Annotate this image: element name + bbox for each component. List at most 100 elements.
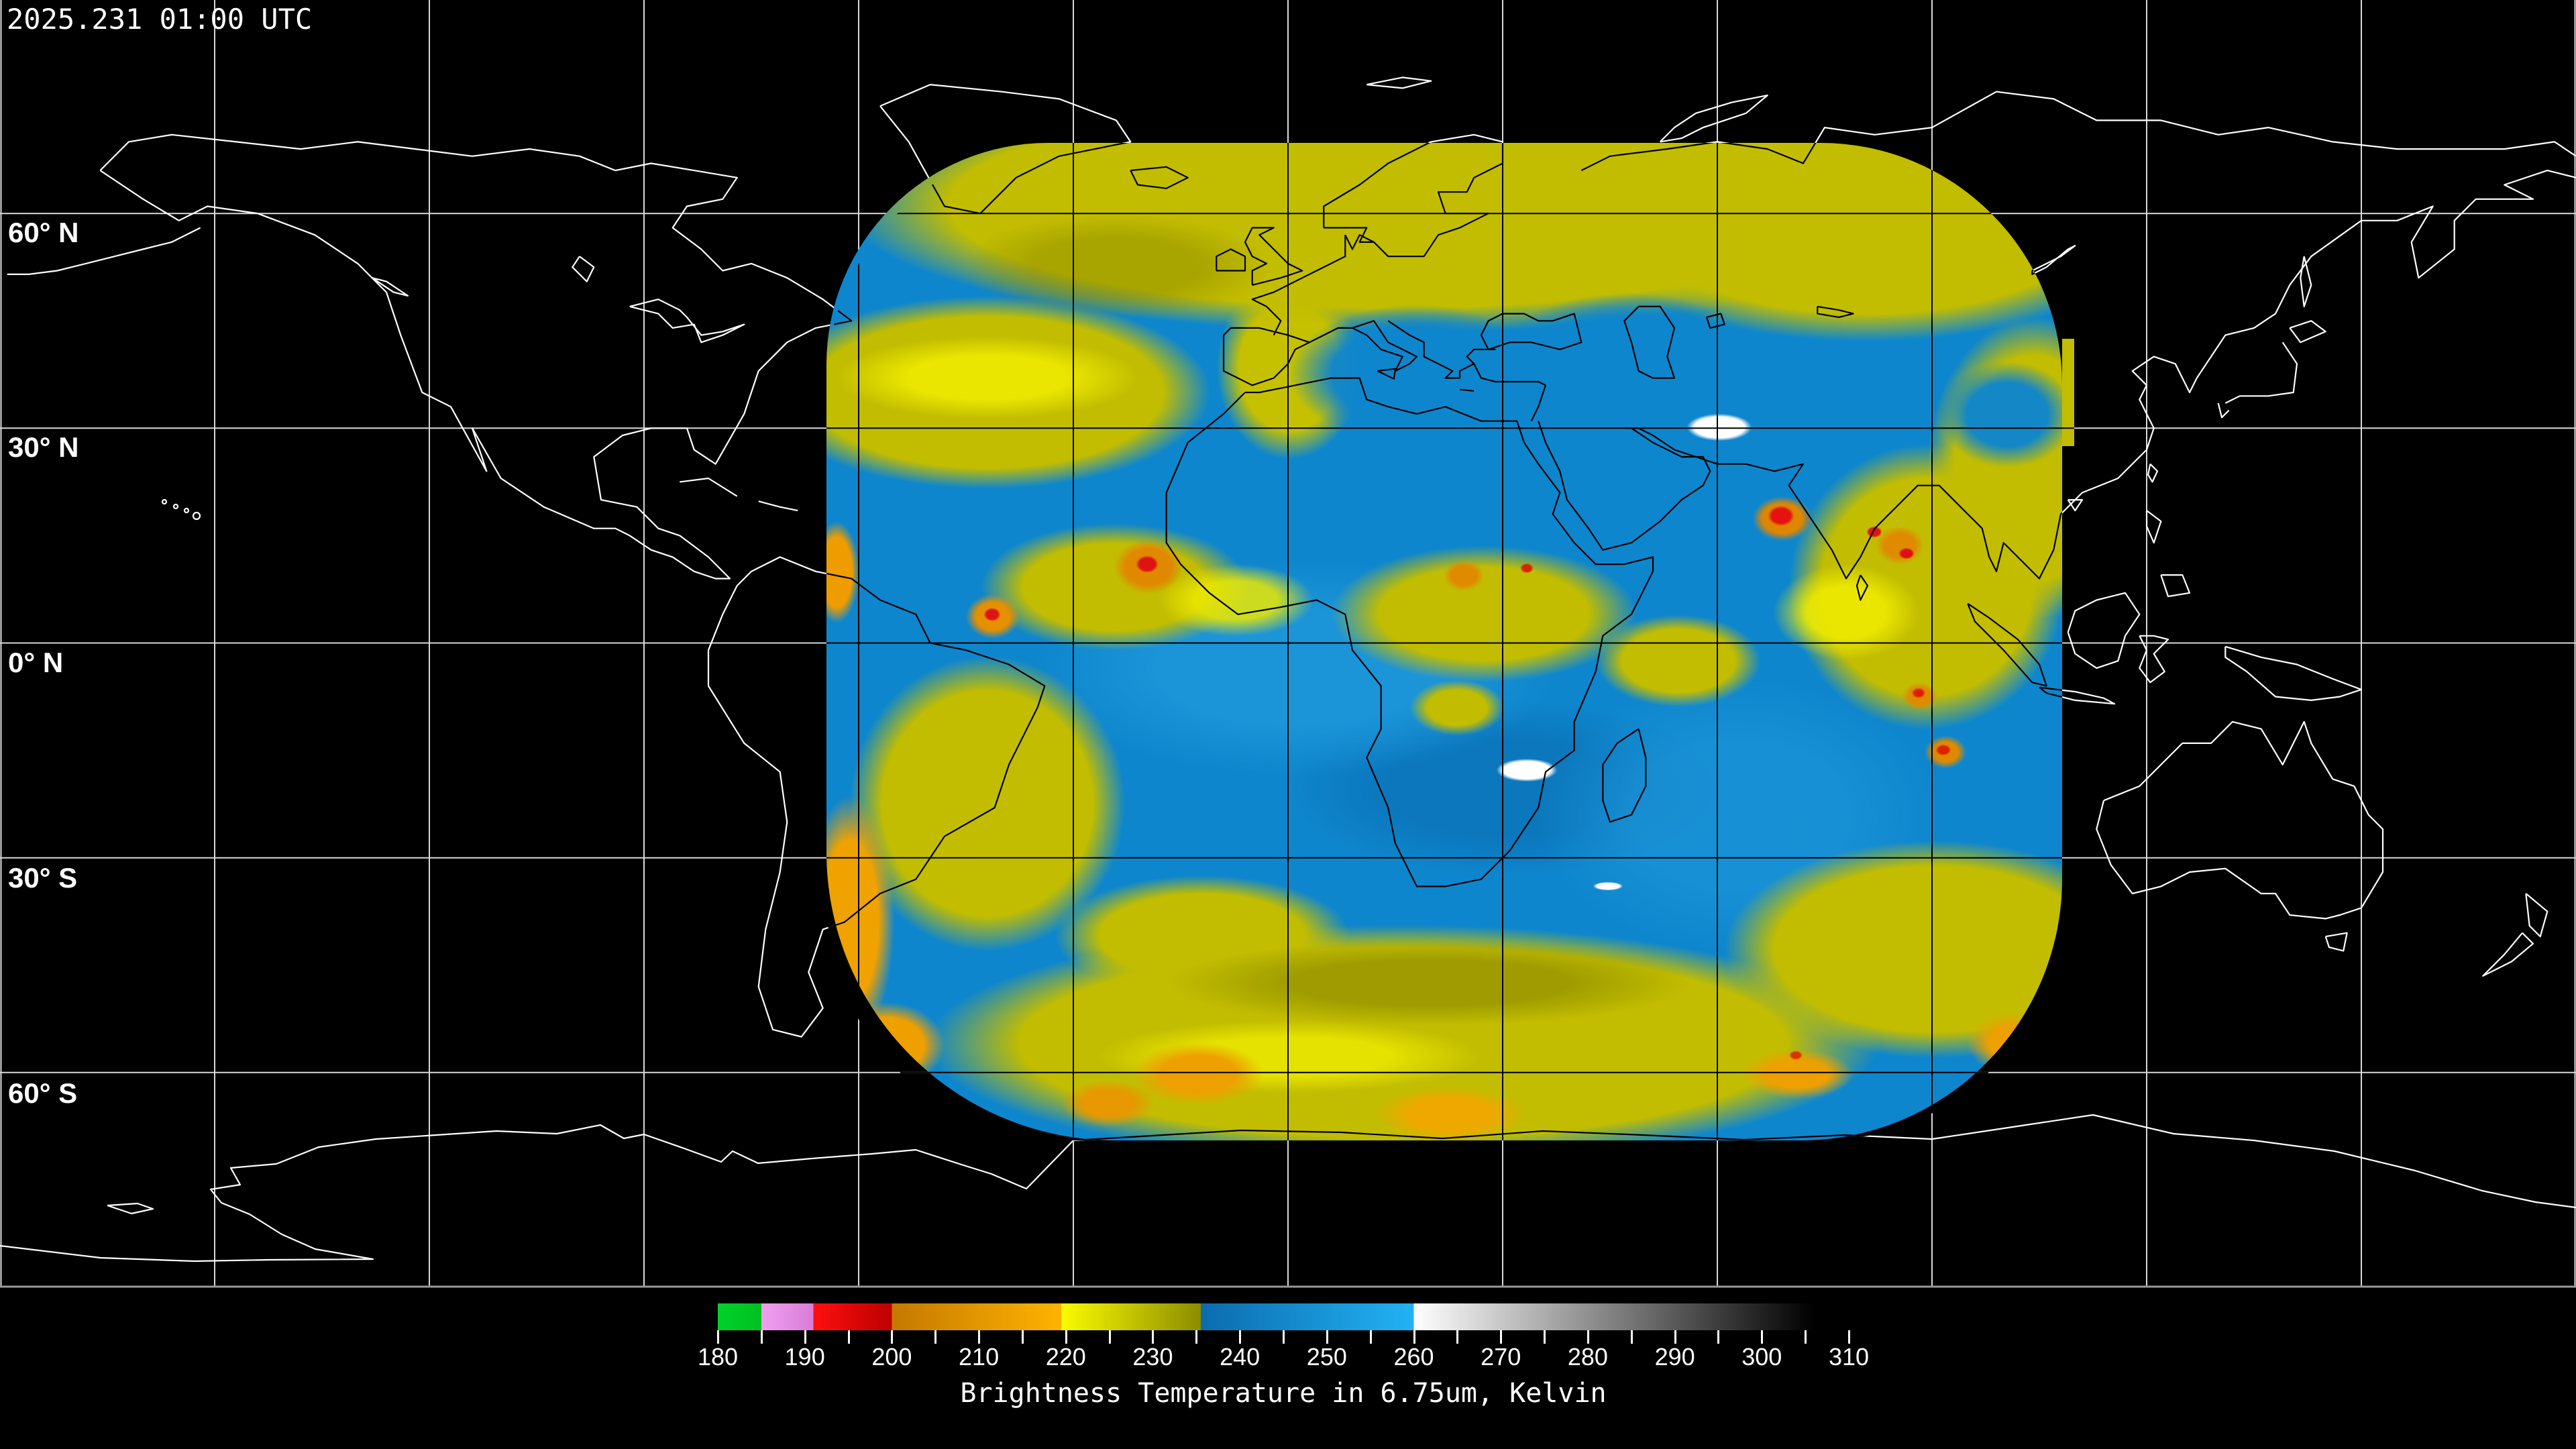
colorbar-tick <box>1283 1330 1285 1344</box>
colorbar-tick <box>1413 1330 1415 1344</box>
colorbar-tick <box>1761 1330 1764 1344</box>
coastline-sulawesi <box>2139 635 2169 684</box>
coastline-tasmania <box>2324 932 2348 952</box>
coastline-cuba <box>680 478 737 496</box>
colorbar-tick-label: 280 <box>1567 1343 1608 1371</box>
coastline-scand <box>1323 143 1504 258</box>
coastline-na <box>99 133 853 580</box>
swath-overlay-lines <box>0 0 2576 1289</box>
latitude-label-60n: 60° N <box>8 217 79 248</box>
coastline-italy <box>1352 320 1418 372</box>
coastline-hisp <box>758 500 798 512</box>
island-hawaii <box>183 507 190 514</box>
coastline-taiwan <box>2147 463 2159 483</box>
colorbar-tick <box>1152 1330 1155 1344</box>
colorbar-tick <box>760 1330 763 1344</box>
coastline-srilanka <box>1856 574 1869 601</box>
coastline-australia <box>2096 720 2384 920</box>
satellite-data-swath <box>826 143 2062 1140</box>
colorbar-tick <box>1848 1330 1850 1344</box>
colorbar-gradient <box>718 1303 1849 1330</box>
coastline-denmark <box>1344 234 1375 250</box>
coastline-eur_w <box>1251 235 1346 336</box>
coastline-honshu <box>2224 341 2298 404</box>
colorbar-tick <box>804 1330 806 1344</box>
coastline-newguinea <box>2224 645 2363 701</box>
satellite-swath-edge-step <box>2062 339 2074 446</box>
colorbar-tick <box>717 1330 719 1344</box>
colorbar-tick-label: 230 <box>1132 1343 1173 1371</box>
coastline-taiwan <box>2148 464 2157 482</box>
coastline-newguinea <box>2225 647 2361 700</box>
coastline-aleut <box>7 227 201 275</box>
colorbar-tick-label: 300 <box>1741 1343 1782 1371</box>
coastline-neasia <box>1624 170 2074 580</box>
coastline-antarctica <box>0 1114 2576 1263</box>
colorbar-tick-label: 290 <box>1654 1343 1695 1371</box>
coastline-vancouver <box>372 277 409 297</box>
colorbar-tick <box>1544 1330 1546 1344</box>
colorbar-tick <box>1674 1330 1676 1344</box>
latitude-label-30s: 30° S <box>8 862 78 894</box>
latitude-label-30n: 30° N <box>8 431 79 463</box>
colorbar-tick <box>1717 1330 1720 1344</box>
coastline-nz_n <box>2525 893 2548 938</box>
coastline-tasmania <box>2326 933 2347 951</box>
coastline-sa <box>826 556 1046 1038</box>
colorbar-tick <box>1326 1330 1328 1344</box>
coastline-sicily <box>1377 368 1397 380</box>
coastline-sulawesi <box>2139 636 2168 682</box>
coastline-java <box>2039 686 2074 705</box>
island-hawaii <box>192 511 201 521</box>
coastline-arabia <box>1538 421 1711 551</box>
coastline-ant_island <box>107 1203 153 1214</box>
coastline-turkey_s <box>1473 363 1546 386</box>
coastline-cuba <box>680 477 738 497</box>
colorbar-tick <box>1456 1330 1459 1344</box>
coastline-nz_s <box>2482 932 2534 977</box>
coastline-borneo <box>2067 592 2074 669</box>
colorbar-tick <box>847 1330 850 1344</box>
coastline-caspian <box>1623 305 1676 379</box>
colorbar-tick <box>934 1330 937 1344</box>
colorbar-tick <box>1239 1330 1242 1344</box>
coastline-svalbard <box>1366 76 1432 89</box>
coastline-hokkaido <box>2289 320 2326 343</box>
coastline-winnipeg <box>572 256 595 282</box>
latitude-label-60s: 60° S <box>8 1077 78 1109</box>
coastline-iberia <box>1222 327 1311 386</box>
colorbar-caption: Brightness Temperature in 6.75um, Kelvin <box>960 1378 1607 1409</box>
coastline-borneo <box>2067 592 2141 669</box>
coastline-hainan <box>2067 499 2074 512</box>
coastline-iceland <box>1130 166 1189 189</box>
colorbar: 180 190 200 210 220 230 240 250 260 270 280 290 300 3… <box>0 1289 2576 1449</box>
coastline-kyushu <box>2218 403 2229 417</box>
coastline-nz_n <box>2526 894 2547 936</box>
coastline-hokkaido <box>2290 321 2325 342</box>
coastline-sakhalin <box>2300 256 2312 307</box>
coastline-novaya <box>1659 95 1768 143</box>
colorbar-tick <box>1500 1330 1503 1344</box>
colorbar-tick-label: 260 <box>1393 1343 1434 1371</box>
timestamp: 2025.231 01:00 UTC <box>7 3 313 36</box>
coastline-blacksea <box>1480 313 1582 350</box>
coastline-med_n <box>1309 327 1352 343</box>
colorbar-tick-label: 180 <box>697 1343 739 1371</box>
coastline-kyushu <box>2217 402 2230 419</box>
coastline-greatlakes <box>629 299 745 343</box>
coastline-luzon <box>2145 510 2162 544</box>
colorbar-tick <box>1108 1330 1111 1344</box>
coastline-sumatra <box>1967 602 2047 687</box>
colorbar-tick-label: 210 <box>959 1343 1000 1371</box>
colorbar-tick <box>1369 1330 1372 1344</box>
coastline-levant <box>1530 384 1547 422</box>
colorbar-tick-label: 310 <box>1828 1343 1870 1371</box>
coastline-uk <box>1244 227 1303 286</box>
coastline-vancouver <box>372 278 408 296</box>
coastline-africa <box>1165 377 1654 888</box>
island-hawaii <box>172 503 179 510</box>
colorbar-tick-label: 200 <box>871 1343 912 1371</box>
colorbar-tick-label: 250 <box>1306 1343 1347 1371</box>
colorbar-tick <box>1195 1330 1198 1344</box>
